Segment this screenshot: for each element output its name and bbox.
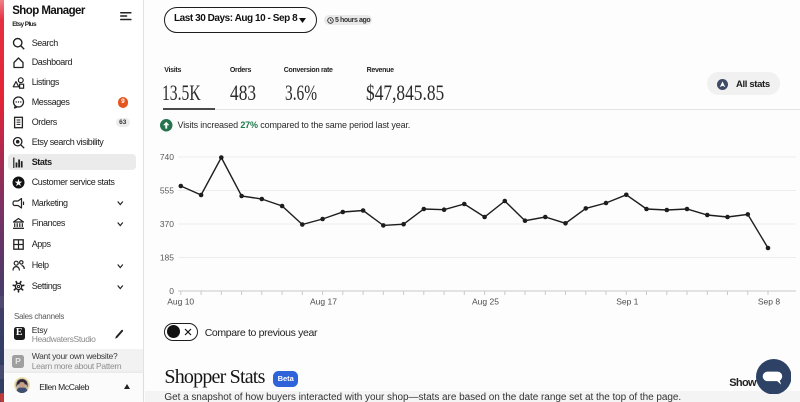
svg-text:Sep 1: Sep 1: [616, 297, 638, 307]
svg-text:Aug 10: Aug 10: [167, 297, 194, 307]
svg-text:185: 185: [159, 253, 173, 263]
svg-text:0: 0: [169, 286, 174, 296]
svg-text:740: 740: [159, 152, 173, 162]
svg-text:Sep 8: Sep 8: [757, 297, 779, 307]
svg-text:Aug 17: Aug 17: [310, 297, 337, 307]
svg-text:Aug 25: Aug 25: [472, 297, 499, 307]
svg-text:555: 555: [159, 186, 173, 196]
svg-text:370: 370: [159, 219, 173, 229]
